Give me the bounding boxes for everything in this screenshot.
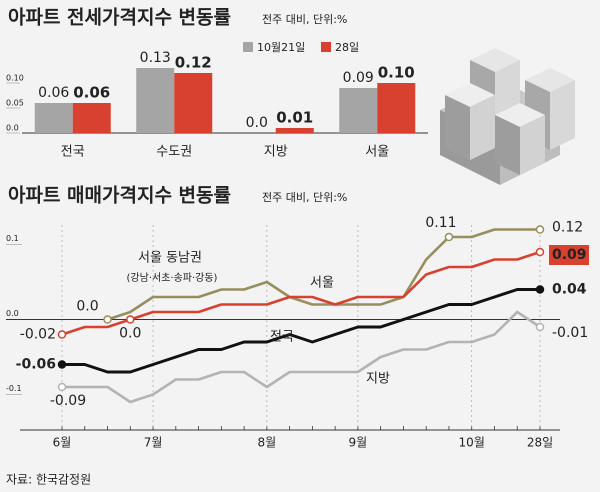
legend-label: 10월21일: [257, 40, 305, 54]
x-tick-label: 10월: [459, 436, 485, 450]
point-marker: [444, 232, 454, 242]
value-label: 0.0: [246, 115, 268, 131]
line-series: [62, 288, 540, 374]
source: 자료: 한국감정원: [6, 473, 91, 487]
bar: [34, 103, 73, 133]
x-tick-label: 28일: [527, 436, 553, 450]
point-marker: [57, 330, 67, 339]
x-tick-label: 전국: [61, 145, 85, 160]
bar: [72, 103, 111, 133]
point-marker: [535, 225, 545, 234]
value-label: 0.04: [552, 282, 587, 298]
value-label: 0.01: [276, 109, 313, 127]
point-marker: [57, 382, 67, 392]
series-label: 지방: [366, 372, 390, 387]
point-marker: [535, 247, 545, 257]
value-label: 0.11: [425, 215, 456, 231]
value-label: 0.13: [140, 50, 171, 66]
value-label: -0.09: [50, 393, 86, 409]
value-label: 0.06: [73, 84, 110, 102]
series-label: 서울: [310, 276, 334, 291]
point-marker: [103, 315, 112, 324]
top-title: 아파트 전세가격지수 변동률: [8, 7, 231, 29]
point-marker: [535, 322, 545, 332]
value-label: 0.12: [175, 54, 212, 72]
bottom-subtitle: 전주 대비, 단위:%: [262, 191, 347, 204]
series-label: 서울 동남권: [138, 251, 202, 266]
value-label: -0.02: [20, 327, 56, 343]
series-label: 전국: [270, 330, 294, 345]
y-tick-label: -0.1: [6, 384, 22, 393]
top-subtitle: 전주 대비, 단위:%: [262, 13, 347, 26]
value-label: 0.12: [552, 220, 583, 236]
line-series: [61, 250, 541, 336]
bar: [136, 68, 175, 133]
bar: [377, 83, 416, 133]
value-label: 0.0: [119, 326, 141, 342]
point-marker: [57, 360, 67, 369]
x-tick-label: 7월: [144, 436, 163, 450]
value-label: 0.06: [38, 85, 69, 101]
y-tick-label: 0.05: [6, 99, 24, 108]
legend-label: 28일: [335, 40, 359, 54]
x-tick-label: 지방: [264, 145, 288, 160]
x-tick-label: 수도권: [156, 145, 192, 160]
x-tick-label: 6월: [53, 436, 72, 450]
point-marker: [535, 285, 545, 294]
value-label: 0.09: [552, 247, 587, 263]
bar: [275, 128, 314, 133]
y-tick-label: 0.0: [6, 309, 19, 318]
point-marker: [126, 315, 135, 324]
bottom-title: 아파트 매매가격지수 변동률: [8, 185, 231, 207]
y-tick-label: 0.10: [6, 74, 24, 83]
annotation: (강남·서초·송파·강동): [127, 272, 218, 284]
value-label: 0.09: [343, 70, 374, 86]
value-label: 0.10: [378, 64, 415, 82]
value-label: -0.01: [552, 325, 588, 341]
value-label: 0.0: [76, 299, 98, 315]
line-series: [107, 228, 540, 321]
legend-swatch: [321, 42, 331, 52]
bar: [339, 88, 378, 133]
bar: [174, 73, 213, 133]
value-label: -0.06: [16, 357, 56, 373]
building-illustration: [440, 48, 575, 185]
x-tick-label: 서울: [365, 145, 389, 160]
x-tick-label: 8월: [258, 436, 277, 450]
x-tick-label: 9월: [349, 436, 368, 450]
line-series: [62, 310, 541, 404]
y-tick-label: 0.1: [6, 234, 19, 243]
label-box: [549, 245, 589, 265]
legend-swatch: [243, 42, 253, 52]
y-tick-label: 0.0: [6, 124, 19, 133]
